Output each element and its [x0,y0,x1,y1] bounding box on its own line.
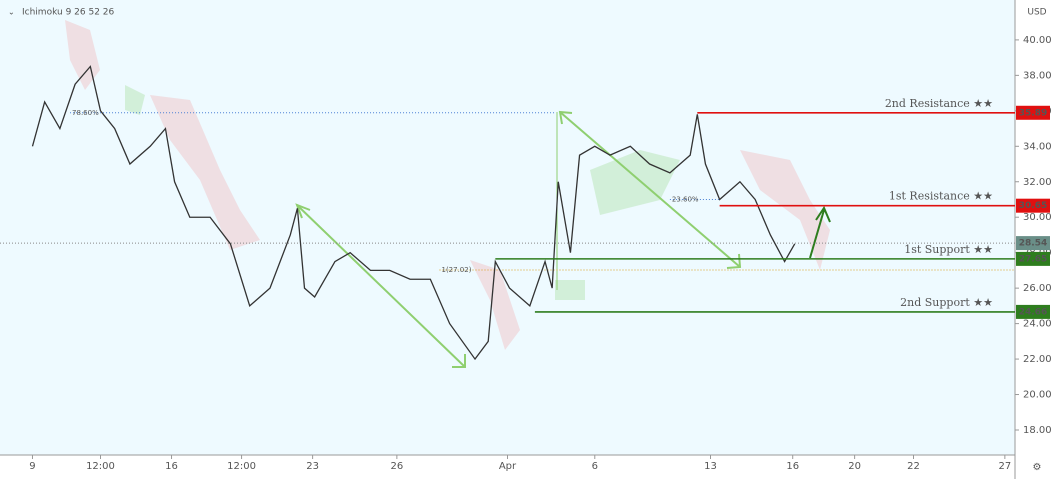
y-tick-label: 20.00 [1023,390,1052,401]
legend-bg [3,4,293,20]
indicator-label: Ichimoku 9 26 52 26 [22,8,115,18]
currency: USD [1027,8,1046,18]
price-tag [1016,105,1050,120]
x-tick-label: 9 [29,461,35,472]
x-tick-label: 23 [306,461,319,472]
x-tick-label: 26 [390,461,403,472]
x-tick-label: 16 [165,461,178,472]
y-tick-label: 24.00 [1023,319,1052,330]
chevron: ⌄ [8,8,15,17]
price-tag-label: 24.66 [1019,307,1047,317]
y-tick-label: 22.00 [1023,354,1052,365]
x-tick-label: Apr [499,461,517,472]
price-tag-label: 27.65 [1019,254,1047,264]
y-tick-label: 34.00 [1023,141,1052,152]
x-tick-label: 13 [704,461,717,472]
y-tick-label: 32.00 [1023,177,1052,188]
arrow [809,205,831,259]
settings-icon[interactable]: ⚙ [1033,462,1042,473]
cloud [125,85,680,300]
fib-label: 1(27.02) [441,266,471,274]
y-tick-label: 40.00 [1023,35,1052,46]
x-tick-label: 27 [998,461,1011,472]
y-tick-label: 18.00 [1023,425,1052,436]
price-tag-label: 30.65 [1019,201,1047,211]
level-label: 1st Resistance ★★ [889,190,993,203]
x-tick-label: 22 [907,461,920,472]
y-tick-label: 26.00 [1023,283,1052,294]
price-tag-label: 35.89 [1019,108,1047,118]
level-label: 1st Support ★★ [904,243,993,256]
price-tag-label: 28.54 [1019,239,1047,249]
y-tick-label: 30.00 [1023,212,1052,223]
price-line [31,65,796,361]
price-tag [1016,304,1050,319]
x-tick-label: 12:00 [227,461,256,472]
x-tick-label: 16 [786,461,799,472]
plot-bg [0,0,1015,455]
price-tag [1016,236,1050,251]
fib-label: 23.60% [672,195,699,203]
level-label: 2nd Support ★★ [900,296,993,309]
x-tick-label: 12:00 [86,461,115,472]
price-tag [1016,198,1050,213]
price-tag [1016,251,1050,266]
y-tick-label: 38.00 [1023,70,1052,81]
level-label: 2nd Resistance ★★ [885,97,993,110]
x-tick-label: 20 [848,461,861,472]
x-tick-label: 6 [592,461,598,472]
fib-label: 78.60% [72,109,99,117]
